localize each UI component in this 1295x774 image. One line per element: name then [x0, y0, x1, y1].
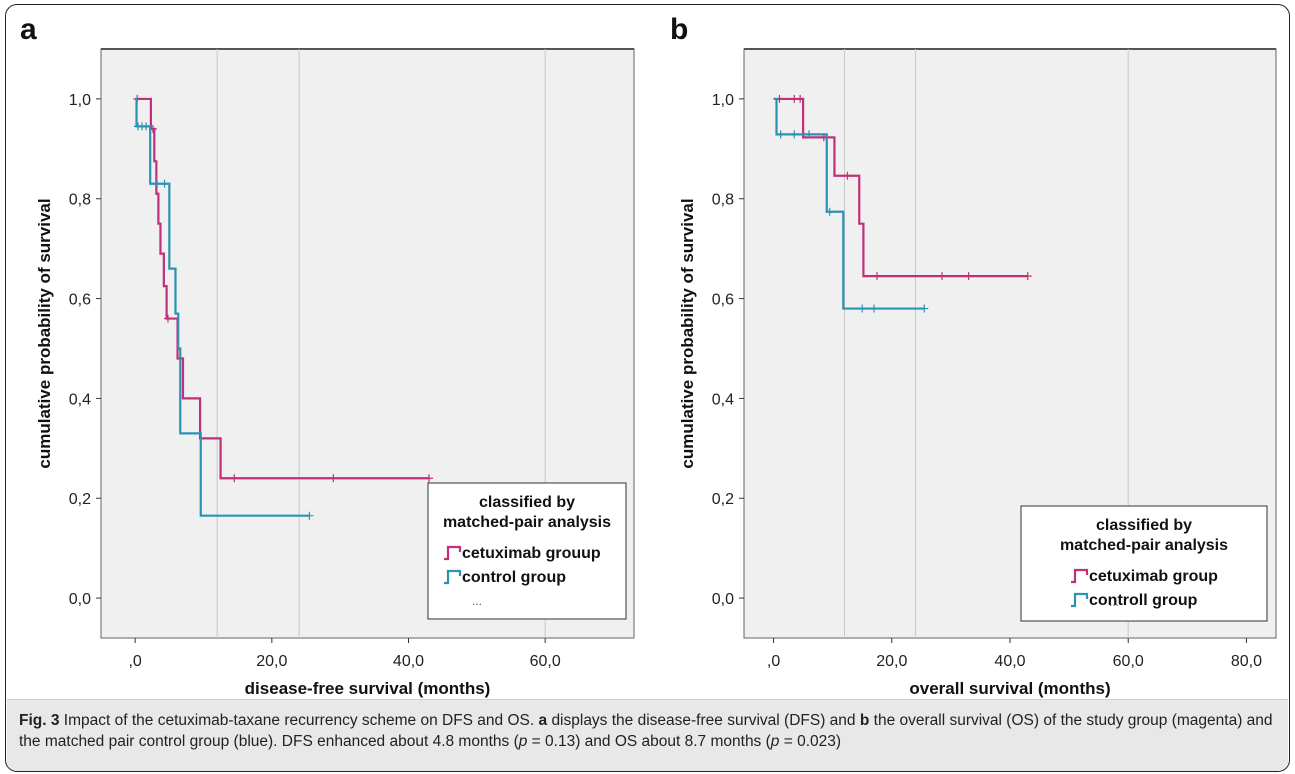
- figure: 0,0 0,2 0,4 0,6 0,8 1,0 ,0 20,0 40,0 60,0 disease-…: [5, 4, 1290, 772]
- chart-panel-b: 0,0 0,2 0,4 0,6 0,8 1,0 ,0 20,0 40,0 60,0 80,0 over…: [670, 13, 1277, 698]
- caption-panel-a: a: [538, 712, 548, 729]
- x-tick-label: ,0: [128, 653, 141, 670]
- y-tick-label: 0,0: [712, 591, 734, 608]
- censor-mark: [1023, 272, 1032, 281]
- y-tick-label: 0,6: [712, 292, 734, 309]
- x-tick-label: 60,0: [530, 653, 561, 670]
- y-tick-label: 0,4: [712, 391, 734, 408]
- legend-swatch-control: [444, 569, 462, 585]
- x-axis-label: overall survival (months): [909, 679, 1110, 698]
- x-tick-label: 20,0: [256, 653, 287, 670]
- legend-entry-label: cetuximab group: [1089, 568, 1218, 585]
- y-tick-label: 0,0: [69, 591, 91, 608]
- censor-mark: [230, 474, 239, 483]
- y-axis-label: cumulative probability of survival: [678, 198, 697, 468]
- figure-caption: Fig. 3 Impact of the cetuximab-taxane re…: [19, 710, 1274, 752]
- censor-mark: [825, 207, 834, 216]
- legend-swatch-cetuximab: [1071, 568, 1089, 584]
- legend-swatch-control: [1071, 592, 1089, 608]
- censor-mark: [920, 304, 929, 313]
- caption-text-1: displays the disease-free survival (DFS)…: [551, 712, 856, 729]
- censor-mark: [160, 179, 169, 188]
- legend-more: ...: [472, 594, 482, 608]
- caption-p-symbol-2: p: [770, 733, 780, 750]
- y-tick-label: 0,2: [712, 491, 734, 508]
- caption-fig-label: Fig. 3: [19, 712, 60, 729]
- censor-mark: [964, 272, 973, 281]
- legend-box: [1020, 505, 1268, 622]
- x-tick-label: 60,0: [1113, 653, 1144, 670]
- legend-title: classified by: [479, 494, 575, 511]
- x-tick-label: ,0: [767, 653, 780, 670]
- legend-entry-label: control group: [462, 569, 566, 586]
- legend: classified by matched-pair analysis cetuxi…: [427, 482, 627, 620]
- caption-panel-b: b: [859, 712, 870, 729]
- chart-canvas: 0,0 0,2 0,4 0,6 0,8 1,0 ,0 20,0 40,0 60,0 disease-…: [20, 13, 1277, 698]
- censor-mark: [858, 304, 867, 313]
- survival-curve-control: [773, 97, 925, 310]
- y-tick-label: 0,2: [69, 491, 91, 508]
- legend-title: classified by: [1096, 517, 1192, 534]
- censor-mark: [938, 272, 947, 281]
- caption-p-symbol-1: p: [518, 733, 528, 750]
- caption-text-2: the overall survival (OS) of the study g…: [19, 712, 1273, 750]
- legend-title: matched-pair analysis: [1060, 537, 1228, 554]
- censor-mark: [873, 272, 881, 281]
- censor-mark: [870, 304, 879, 313]
- legend-title: matched-pair analysis: [443, 514, 611, 531]
- y-tick-label: 0,8: [69, 192, 91, 209]
- censor-mark: [163, 314, 172, 323]
- censor-mark: [805, 130, 814, 139]
- caption-band: Fig. 3 Impact of the cetuximab-taxane re…: [7, 699, 1288, 771]
- y-tick-label: 0,4: [69, 391, 91, 408]
- censor-mark: [425, 474, 433, 483]
- x-tick-label: 40,0: [994, 653, 1025, 670]
- panel-label: b: [670, 13, 688, 46]
- censor-mark: [153, 179, 162, 188]
- chart-panel-a: 0,0 0,2 0,4 0,6 0,8 1,0 ,0 20,0 40,0 60,0 disease-…: [20, 13, 635, 698]
- y-tick-label: 0,6: [69, 292, 91, 309]
- legend-swatch-cetuximab: [444, 545, 462, 561]
- censor-mark: [843, 171, 852, 180]
- caption-title: Impact of the cetuximab-taxane recurrenc…: [63, 712, 535, 729]
- legend-entry-label: cetuximab grouup: [462, 545, 601, 562]
- y-tick-label: 1,0: [712, 92, 734, 109]
- x-tick-label: 40,0: [393, 653, 424, 670]
- y-axis-label: cumulative probability of survival: [35, 198, 54, 468]
- censor-mark: [796, 94, 805, 103]
- legend: classified by matched-pair analysis cetuxi…: [1020, 505, 1268, 622]
- caption-p-value-2: = 0.023): [783, 733, 842, 750]
- x-tick-label: 80,0: [1231, 653, 1262, 670]
- censor-mark: [142, 122, 151, 131]
- y-tick-label: 1,0: [69, 92, 91, 109]
- y-tick-label: 0,8: [712, 192, 734, 209]
- censor-mark: [776, 130, 785, 139]
- censor-mark: [329, 474, 338, 483]
- panel-label: a: [20, 13, 37, 46]
- censor-mark: [790, 130, 799, 139]
- legend-entry-label: controll group: [1089, 592, 1198, 609]
- legend-more: ...: [1109, 595, 1119, 609]
- censor-mark: [305, 511, 314, 520]
- x-tick-label: 20,0: [876, 653, 907, 670]
- survival-curve-cetuximab: [135, 97, 429, 480]
- x-axis-label: disease-free survival (months): [245, 679, 491, 698]
- caption-p-value-1: = 0.13) and OS about 8.7 months (: [531, 733, 771, 750]
